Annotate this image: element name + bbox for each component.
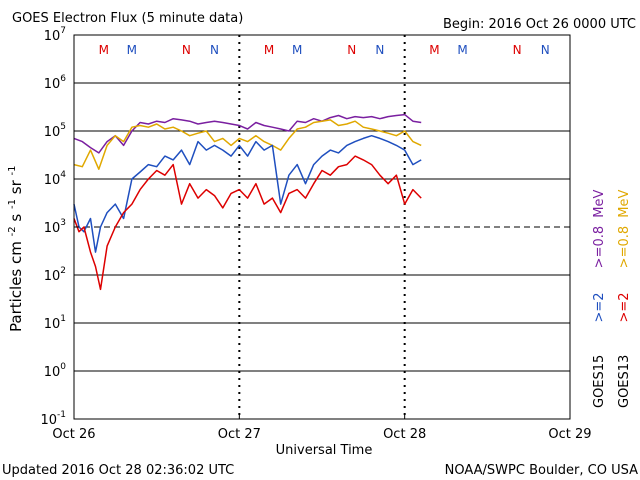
begin-label: Begin: 2016 Oct 26 0000 UTC [443,17,636,32]
y-tick-base: 10 [44,269,61,284]
x-tick-labels: Oct 26 Oct 27 Oct 28 Oct 29 [52,413,592,442]
marker-m: M [429,43,439,57]
footer-updated: Updated 2016 Oct 28 02:36:02 UTC [2,463,234,478]
legend-goes15-unit: MeV [592,190,607,218]
marker-m: M [292,43,302,57]
y-tick-base: 10 [44,125,61,140]
legend-goes13-unit: MeV [617,190,632,218]
y-tick-exp: 7 [60,26,66,36]
y-axis-label-main: Particles cm [7,241,25,332]
marker-n: N [513,43,522,57]
series-line-0 [73,113,422,154]
marker-n: N [375,43,384,57]
x-tick-label: Oct 26 [52,427,95,442]
y-tick-base: 10 [44,77,61,92]
chart-title: GOES Electron Flux (5 minute data) [12,11,243,26]
marker-m: M [457,43,467,57]
legend-goes13-line: GOES13 >=2 >=0.8 MeV [617,190,632,408]
series-line-1 [73,119,422,170]
y-tick-base: 10 [44,365,61,380]
legend-goes13-e08: >=0.8 [617,226,632,268]
y-tick-label: 105 [44,122,66,140]
marker-m: M [264,43,274,57]
gridlines [74,82,570,372]
y-tick-exp: -1 [57,410,66,420]
y-tick-base: 10 [44,173,61,188]
legend-goes15-line: GOES15 >=2 >=0.8 MeV [592,190,607,408]
y-tick-base: 10 [44,317,61,332]
x-axis-label: Universal Time [276,443,373,458]
y-axis-label-mid1: s [7,214,25,222]
legend-goes15-e08: >=0.8 [592,226,607,268]
y-tick-label: 107 [44,26,66,44]
y-axis-label: Particles cm -2 s -1 sr -1 [1,165,25,332]
y-tick-exp: 4 [60,170,66,180]
legend-goes15-label: GOES15 [592,355,607,408]
day-dividers [238,35,406,419]
marker-n: N [347,43,356,57]
marker-m: M [127,43,137,57]
x-tick-label: Oct 27 [218,427,261,442]
y-tick-label: 102 [44,266,66,284]
y-tick-label: 103 [44,218,66,236]
x-tick-label: Oct 28 [383,427,426,442]
y-tick-base: 10 [40,413,57,428]
series-line-2 [73,134,422,253]
x-tick-label: Oct 29 [548,427,591,442]
y-tick-exp: 6 [60,74,66,84]
marker-n: N [210,43,219,57]
footer-source: NOAA/SWPC Boulder, CO USA [445,463,638,478]
y-tick-exp: 1 [60,314,66,324]
y-axis-label-sup2: -1 [7,199,18,209]
legend-goes15-e2: >=2 [592,292,607,322]
y-tick-base: 10 [44,221,61,236]
y-tick-label: 10-1 [40,410,66,428]
y-tick-exp: 3 [60,218,66,228]
marker-n: N [541,43,550,57]
series-line-3 [73,155,422,291]
y-tick-exp: 5 [60,122,66,132]
y-tick-base: 10 [44,29,61,44]
y-axis-label-sup3: -1 [7,165,18,175]
marker-n: N [182,43,191,57]
y-tick-label: 106 [44,74,67,92]
legend-goes13-e2: >=2 [617,292,632,322]
y-tick-label: 100 [44,362,67,380]
y-axis-label-mid2: sr [7,179,25,194]
y-axis-label-sup1: -2 [7,226,18,236]
y-tick-exp: 2 [60,266,66,276]
legend-goes13-label: GOES13 [617,355,632,408]
y-tick-label: 101 [44,314,66,332]
series-group [73,113,422,291]
marker-m: M [99,43,109,57]
y-tick-label: 104 [44,170,67,188]
y-tick-exp: 0 [60,362,66,372]
